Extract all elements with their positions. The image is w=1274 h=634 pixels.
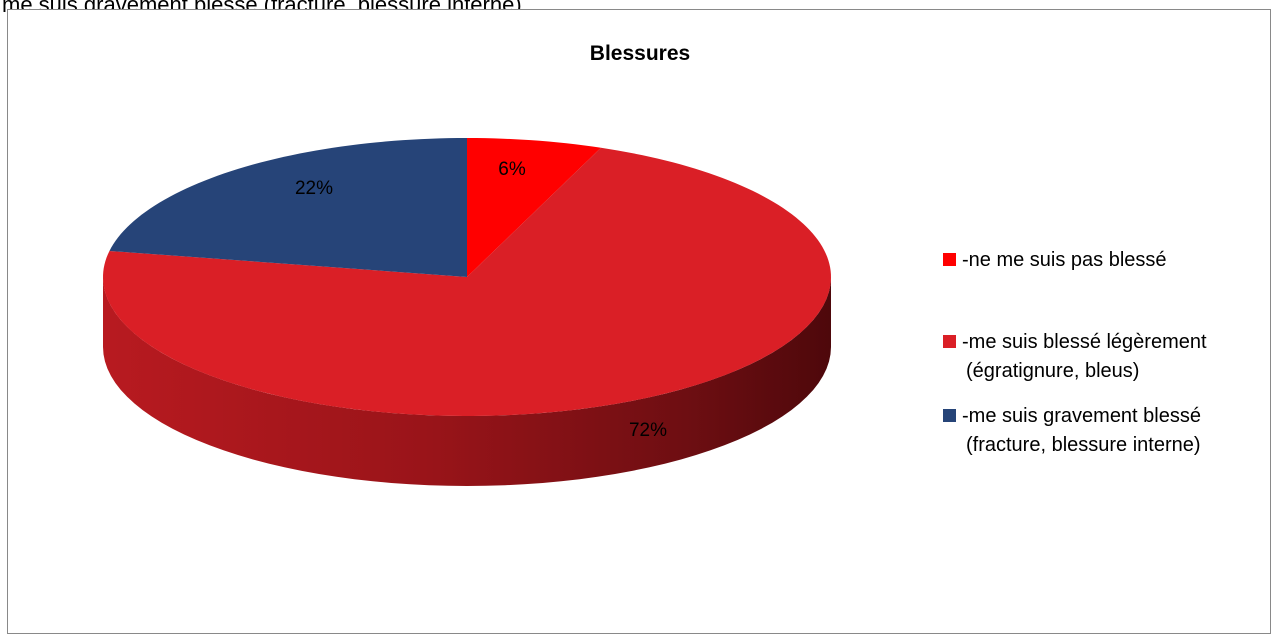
legend-swatch: [943, 335, 956, 348]
pie-slice-1: [467, 138, 601, 277]
legend-label: -ne me suis pas blessé: [962, 249, 1167, 271]
data-label: 72%: [629, 420, 667, 441]
pie-slice-side: [103, 277, 831, 486]
legend-item: -me suis blessé légèrement (égratignure, …: [943, 331, 1207, 382]
legend: -ne me suis pas blessé -me suis blessé lé…: [943, 249, 1207, 456]
legend-item: -ne me suis pas blessé: [943, 249, 1167, 271]
legend-label: -me suis gravement blessé: [962, 405, 1201, 427]
pie-slice-3: [109, 138, 467, 277]
pie-side-layer: [103, 277, 831, 486]
pie-slice-2: [103, 147, 831, 416]
legend-swatch: [943, 253, 956, 266]
legend-label: -me suis blessé légèrement: [962, 331, 1207, 353]
legend-label: (égratignure, bleus): [966, 360, 1139, 382]
pie-label-layer: 6% 72% 22%: [295, 159, 667, 441]
legend-label: (fracture, blessure interne): [966, 434, 1201, 456]
data-label: 6%: [498, 159, 526, 180]
data-label: 22%: [295, 178, 333, 199]
chart-title: Blessures: [590, 42, 690, 65]
legend-item: -me suis gravement blessé (fracture, bles…: [943, 405, 1201, 456]
legend-swatch: [943, 409, 956, 422]
pie-top-layer: [103, 138, 831, 416]
